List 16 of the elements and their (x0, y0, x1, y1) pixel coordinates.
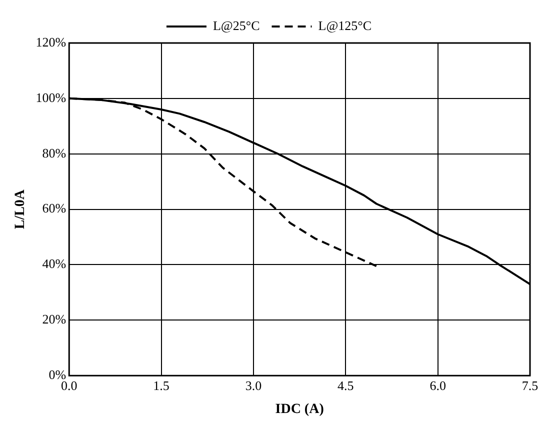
x-axis-title: IDC (A) (275, 402, 324, 418)
y-axis-title: L/L0A (13, 188, 28, 230)
legend-label: L@25°C (212, 18, 260, 33)
y-tick-label: 20% (42, 312, 66, 327)
y-tick-label: 40% (42, 256, 66, 272)
y-tick-label: 80% (42, 145, 66, 160)
y-tick-label: 60% (42, 200, 66, 216)
y-tick-label: 120% (36, 34, 66, 50)
y-tick-label: 100% (36, 90, 66, 105)
x-tick-label: 6.0 (430, 378, 446, 393)
y-tick-label: 0% (48, 367, 66, 382)
x-tick-label: 1.5 (153, 378, 170, 393)
legend-label: L@125°C (318, 18, 372, 33)
x-tick-label: 4.5 (338, 378, 354, 393)
x-tick-label: 3.0 (245, 378, 262, 393)
x-tick-label: 7.5 (522, 378, 538, 393)
